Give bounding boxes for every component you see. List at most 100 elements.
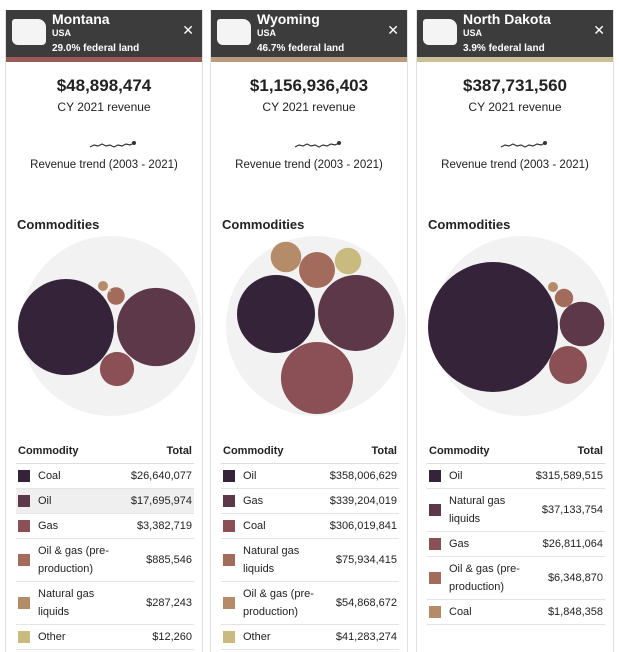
- trend-label: Revenue trend (2003 - 2021): [235, 159, 383, 171]
- state-map-icon: [217, 19, 251, 45]
- commodity-name: Coal: [38, 470, 61, 483]
- commodity-cell: Coal: [427, 599, 532, 626]
- bubble-chart: [428, 141, 612, 416]
- commodity-cell: Oil & gas (pre-production): [16, 538, 125, 583]
- bubble: [318, 275, 394, 351]
- commodity-row: Oil & gas (pre-production) $885,546: [16, 538, 194, 583]
- commodity-name: Natural gas liquids: [449, 495, 506, 526]
- close-button[interactable]: ✕: [387, 22, 399, 38]
- header-cell: Total: [531, 439, 605, 464]
- bubble: [18, 279, 114, 375]
- commodity-cell: Natural gas liquids: [16, 581, 125, 626]
- commodity-row: Gas $3,382,719: [16, 513, 194, 540]
- swatch: [18, 495, 30, 508]
- table-body: Oil $315,589,515 Natural gas liquids $37,13…: [427, 463, 605, 626]
- commodity-cell: Oil & gas (pre-production): [427, 556, 532, 601]
- stripe: [417, 57, 613, 62]
- card-header: Montana USA 29.0% federal land ✕: [6, 10, 202, 57]
- trend-label: Revenue trend (2003 - 2021): [441, 159, 589, 171]
- swatch: [223, 520, 235, 533]
- commodity-cell: Oil: [221, 463, 326, 490]
- revenue: $387,731,560: [463, 76, 567, 95]
- bubble: [334, 247, 362, 275]
- commodities-title: Commodities: [222, 217, 305, 232]
- swatch: [223, 470, 235, 483]
- state-card: Montana USA 29.0% federal land ✕ $48,898,474…: [5, 10, 203, 652]
- bubble-chart: [18, 141, 201, 416]
- table-body: Coal $26,640,077 Oil $17,695,974 Gas $3,382,7…: [16, 463, 194, 651]
- total-cell: $3,382,719: [124, 513, 194, 540]
- commodity-row: Oil $315,589,515: [427, 463, 605, 490]
- state-name: Montana: [52, 11, 110, 27]
- commodity-row: Oil $358,006,629: [221, 463, 399, 490]
- close-button[interactable]: ✕: [182, 22, 194, 38]
- total-cell: $75,934,415: [325, 538, 399, 583]
- commodity-name: Oil & gas (pre-production): [243, 588, 314, 619]
- commodity-row: Other $12,260: [16, 624, 194, 651]
- commodity-table: Commodity Total Oil $358,006,629 Gas $339,204…: [221, 439, 399, 651]
- commodities-title: Commodities: [17, 217, 100, 232]
- table-head: Commodity Total: [221, 439, 399, 464]
- revenue-label: CY 2021 revenue: [468, 100, 562, 114]
- federal-land: 46.7% federal land: [257, 43, 345, 54]
- commodity-row: Natural gas liquids $287,243: [16, 581, 194, 626]
- commodity-name: Gas: [449, 538, 470, 551]
- commodity-row: Oil & gas (pre-production) $6,348,870: [427, 556, 605, 601]
- swatch: [429, 572, 441, 585]
- commodity-cell: Oil: [427, 463, 532, 490]
- commodity-cell: Natural gas liquids: [221, 538, 326, 583]
- country: USA: [463, 28, 483, 38]
- sparkline: [294, 142, 340, 148]
- sparkline-end: [337, 141, 341, 145]
- bubble: [98, 281, 108, 291]
- total-cell: $315,589,515: [531, 463, 605, 490]
- sparkline: [89, 142, 135, 148]
- commodity-name: Gas: [243, 495, 264, 508]
- bubble: [548, 282, 558, 292]
- commodity-name: Oil: [243, 470, 257, 483]
- total-cell: $37,133,754: [531, 488, 605, 533]
- stripe: [211, 57, 407, 62]
- total-cell: $1,848,358: [531, 599, 605, 626]
- table-head: Commodity Total: [427, 439, 605, 464]
- header-cell: Total: [325, 439, 399, 464]
- commodity-row: Oil $17,695,974: [16, 488, 194, 515]
- commodity-row: Coal $26,640,077: [16, 463, 194, 490]
- commodity-cell: Other: [16, 624, 125, 651]
- bubble: [280, 341, 354, 415]
- trend-label: Revenue trend (2003 - 2021): [30, 159, 178, 171]
- commodity-cell: Gas: [16, 513, 125, 540]
- commodity-cell: Oil: [16, 488, 125, 515]
- commodities-title: Commodities: [428, 217, 511, 232]
- bubble: [428, 262, 558, 392]
- commodity-cell: Gas: [221, 488, 326, 515]
- revenue-label: CY 2021 revenue: [262, 100, 356, 114]
- bubble: [108, 289, 112, 293]
- swatch: [429, 504, 441, 517]
- total-cell: $54,868,672: [325, 581, 399, 626]
- bubble: [99, 351, 135, 387]
- sparkline-end: [132, 141, 136, 145]
- total-cell: $12,260: [124, 624, 194, 651]
- swatch: [18, 631, 30, 644]
- commodity-table: Commodity Total Oil $315,589,515 Natural gas…: [427, 439, 605, 626]
- swatch: [223, 495, 235, 508]
- commodity-row: Gas $26,811,064: [427, 531, 605, 558]
- commodity-name: Oil: [449, 470, 463, 483]
- revenue: $48,898,474: [56, 76, 152, 95]
- commodity-cell: Gas: [427, 531, 532, 558]
- swatch: [18, 554, 30, 567]
- close-button[interactable]: ✕: [593, 22, 605, 38]
- total-cell: $339,204,019: [325, 488, 399, 515]
- swatch: [18, 470, 30, 483]
- commodity-name: Natural gas liquids: [38, 588, 95, 619]
- state-card: Wyoming USA 46.7% federal land ✕ $1,156,936,…: [210, 10, 408, 652]
- commodity-row: Natural gas liquids $37,133,754: [427, 488, 605, 533]
- total-cell: $885,546: [124, 538, 194, 583]
- table-head: Commodity Total: [16, 439, 194, 464]
- commodity-cell: Coal: [16, 463, 125, 490]
- swatch: [429, 606, 441, 619]
- total-cell: $17,695,974: [124, 488, 194, 515]
- commodity-cell: Natural gas liquids: [427, 488, 532, 533]
